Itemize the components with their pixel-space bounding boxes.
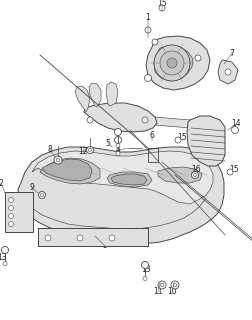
Circle shape bbox=[173, 283, 177, 287]
Polygon shape bbox=[32, 151, 213, 204]
Text: 13: 13 bbox=[115, 122, 125, 131]
Circle shape bbox=[2, 246, 9, 253]
Text: 8: 8 bbox=[48, 146, 52, 155]
Circle shape bbox=[144, 75, 151, 82]
Polygon shape bbox=[218, 60, 238, 84]
Circle shape bbox=[154, 45, 190, 81]
Circle shape bbox=[194, 173, 197, 177]
Text: 6: 6 bbox=[150, 131, 154, 140]
Circle shape bbox=[9, 221, 14, 227]
Text: 12: 12 bbox=[78, 147, 88, 156]
Text: 3: 3 bbox=[103, 242, 107, 251]
Circle shape bbox=[158, 281, 166, 289]
Circle shape bbox=[152, 39, 158, 45]
Polygon shape bbox=[84, 103, 157, 132]
Text: 1: 1 bbox=[146, 13, 150, 22]
Text: 5: 5 bbox=[106, 139, 110, 148]
Circle shape bbox=[39, 191, 46, 198]
Circle shape bbox=[192, 172, 199, 179]
Text: 9: 9 bbox=[29, 183, 35, 193]
Circle shape bbox=[114, 137, 121, 143]
Circle shape bbox=[9, 205, 14, 211]
Text: 13: 13 bbox=[141, 266, 151, 275]
Text: 4: 4 bbox=[116, 146, 120, 155]
Circle shape bbox=[167, 58, 177, 68]
Text: 15: 15 bbox=[177, 132, 187, 141]
Polygon shape bbox=[148, 117, 190, 128]
FancyBboxPatch shape bbox=[38, 228, 148, 246]
Text: 7: 7 bbox=[230, 49, 234, 58]
Circle shape bbox=[9, 213, 14, 219]
Circle shape bbox=[143, 276, 147, 281]
Circle shape bbox=[40, 193, 44, 196]
Polygon shape bbox=[89, 83, 101, 107]
Circle shape bbox=[3, 261, 7, 266]
Circle shape bbox=[195, 55, 201, 61]
Text: 14: 14 bbox=[231, 119, 241, 129]
Circle shape bbox=[87, 117, 93, 123]
Circle shape bbox=[160, 283, 164, 287]
Circle shape bbox=[88, 148, 91, 152]
Circle shape bbox=[45, 235, 51, 241]
Polygon shape bbox=[111, 174, 147, 185]
Polygon shape bbox=[18, 147, 224, 243]
Polygon shape bbox=[106, 82, 118, 106]
Polygon shape bbox=[107, 172, 152, 187]
Circle shape bbox=[160, 51, 184, 75]
Circle shape bbox=[159, 5, 165, 11]
Circle shape bbox=[175, 137, 181, 143]
Polygon shape bbox=[40, 158, 100, 184]
Circle shape bbox=[116, 151, 120, 156]
Circle shape bbox=[86, 147, 93, 154]
Circle shape bbox=[142, 117, 148, 123]
Text: 15: 15 bbox=[229, 165, 239, 174]
Polygon shape bbox=[75, 86, 90, 112]
FancyBboxPatch shape bbox=[5, 192, 33, 232]
Text: 11: 11 bbox=[153, 287, 163, 297]
Circle shape bbox=[56, 158, 60, 162]
Text: 13: 13 bbox=[0, 252, 7, 261]
Circle shape bbox=[225, 69, 231, 75]
Polygon shape bbox=[146, 36, 210, 90]
Circle shape bbox=[77, 235, 83, 241]
Circle shape bbox=[114, 129, 121, 135]
Polygon shape bbox=[158, 167, 202, 183]
Circle shape bbox=[54, 156, 62, 164]
Circle shape bbox=[109, 235, 115, 241]
Circle shape bbox=[232, 126, 238, 133]
Polygon shape bbox=[42, 159, 92, 181]
Circle shape bbox=[227, 169, 233, 175]
Circle shape bbox=[145, 27, 151, 33]
Text: 2: 2 bbox=[0, 179, 3, 188]
Polygon shape bbox=[154, 46, 193, 81]
Text: 15: 15 bbox=[157, 0, 167, 9]
Circle shape bbox=[171, 281, 179, 289]
Circle shape bbox=[116, 143, 120, 148]
Circle shape bbox=[142, 261, 148, 268]
Text: 16: 16 bbox=[191, 164, 201, 173]
Text: 10: 10 bbox=[167, 287, 177, 297]
Polygon shape bbox=[187, 116, 225, 166]
Circle shape bbox=[9, 197, 14, 203]
